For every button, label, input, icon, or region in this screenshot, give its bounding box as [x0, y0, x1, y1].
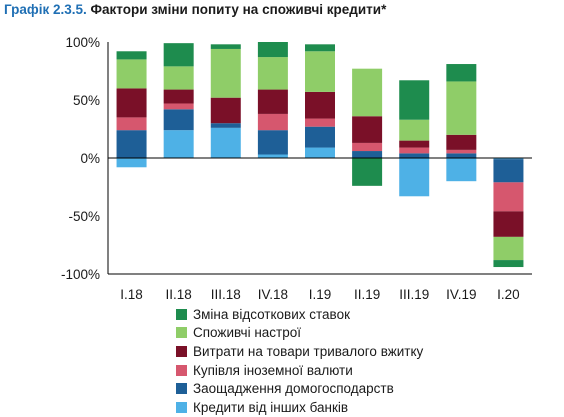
chart-title-number: Графік 2.3.5.: [4, 2, 87, 17]
x-tick-label: II.19: [354, 287, 380, 300]
bar-segment: [116, 88, 147, 118]
bar-segment: [352, 158, 383, 186]
legend-swatch: [176, 308, 187, 320]
bar-segment: [399, 158, 430, 197]
bar-segment: [305, 126, 335, 148]
legend-item: Кредити від інших банків: [176, 398, 423, 417]
legend-item: Заощадження домогосподарств: [176, 379, 423, 398]
bar-segment: [163, 109, 194, 131]
legend-label: Кредити від інших банків: [193, 399, 349, 415]
legend-swatch: [176, 327, 187, 339]
y-tick-label: 100%: [65, 35, 100, 50]
legend-swatch: [176, 345, 187, 357]
legend-swatch: [176, 364, 187, 376]
bar-segment: [352, 116, 383, 143]
bar-segment: [163, 66, 194, 90]
bar-segment: [210, 97, 241, 124]
bar-segment: [446, 149, 477, 154]
legend-item: Купівля іноземної валюти: [176, 361, 423, 380]
bar-segment: [399, 147, 430, 154]
bar-segment: [399, 153, 430, 158]
y-tick-label: -50%: [68, 209, 100, 224]
bar-segment: [493, 260, 524, 268]
bar-segment: [493, 159, 524, 183]
chart-title-text: Фактори зміни попиту на споживчі кредити…: [90, 2, 387, 17]
bar-segment: [446, 134, 477, 150]
bar-segment: [257, 57, 288, 90]
x-tick-label: I.18: [120, 287, 143, 300]
x-tick-label: III.18: [211, 287, 241, 300]
legend-label: Заощадження домогосподарств: [193, 381, 394, 397]
bar-segment: [493, 182, 524, 212]
bar-segment: [399, 119, 430, 141]
x-tick-label: I.19: [309, 287, 332, 300]
bar-segment: [210, 127, 241, 158]
bar-segment: [116, 130, 147, 158]
bar-segment: [399, 140, 430, 148]
bar-segment: [446, 158, 477, 182]
legend-label: Зміна відсоткових ставок: [193, 306, 350, 322]
bar-segment: [305, 147, 335, 158]
x-tick-label: IV.19: [446, 287, 476, 300]
y-tick-label: 0%: [80, 151, 100, 166]
bar-segment: [446, 81, 477, 135]
bar-segment: [446, 64, 477, 82]
bar-segment: [210, 44, 241, 49]
legend-swatch: [176, 383, 187, 395]
bar-segment: [257, 113, 288, 131]
bar-segment: [257, 42, 288, 58]
bar-segment: [257, 130, 288, 155]
legend-swatch: [176, 401, 187, 413]
x-tick-label: II.18: [166, 287, 192, 300]
bar-segment: [210, 123, 241, 128]
bar-segment: [399, 80, 430, 120]
legend-item: Зміна відсоткових ставок: [176, 305, 423, 324]
bar-segment: [116, 51, 147, 60]
x-tick-label: III.19: [399, 287, 429, 300]
bar-segment: [305, 118, 335, 127]
chart-title: Графік 2.3.5. Фактори зміни попиту на сп…: [4, 2, 386, 17]
plot-area: 100% 50% 0% -50% -100% I.18 II.18 III.18 IV.18 I.…: [61, 35, 532, 300]
legend-label: Купівля іноземної валюти: [193, 362, 353, 378]
bar-segment: [116, 158, 147, 168]
bar-segment: [257, 154, 288, 158]
bar-segment: [493, 158, 524, 160]
bar-segment: [352, 142, 383, 152]
x-tick-label: IV.18: [258, 287, 288, 300]
bar-segment: [116, 117, 147, 131]
bar-segment: [163, 103, 194, 110]
chart-area: 100% 50% 0% -50% -100% I.18 II.18 III.18 IV.18 I.…: [61, 35, 532, 300]
bar-segment: [163, 43, 194, 67]
bar-segment: [352, 68, 383, 117]
legend-label: Споживчі настрої: [193, 325, 301, 341]
y-tick-label: -100%: [61, 267, 100, 282]
bar-segment: [305, 44, 335, 52]
bar-segment: [116, 59, 147, 89]
legend-item: Витрати на товари тривалого вжитку: [176, 342, 423, 361]
bar-segment: [352, 151, 383, 158]
bar-segment: [493, 211, 524, 237]
bar-segment: [493, 236, 524, 261]
legend-item: Споживчі настрої: [176, 324, 423, 343]
legend-label: Витрати на товари тривалого вжитку: [193, 343, 424, 359]
bar-segment: [163, 89, 194, 104]
chart-legend: Зміна відсоткових ставок Споживчі настрої…: [176, 305, 423, 417]
bar-segment: [305, 91, 335, 119]
bar-segment: [257, 89, 288, 114]
bar-segment: [305, 51, 335, 92]
x-tick-label: I.20: [497, 287, 520, 300]
bar-segment: [446, 153, 477, 158]
bar-segment: [163, 130, 194, 158]
bar-segment: [210, 48, 241, 98]
y-tick-label: 50%: [73, 93, 100, 108]
